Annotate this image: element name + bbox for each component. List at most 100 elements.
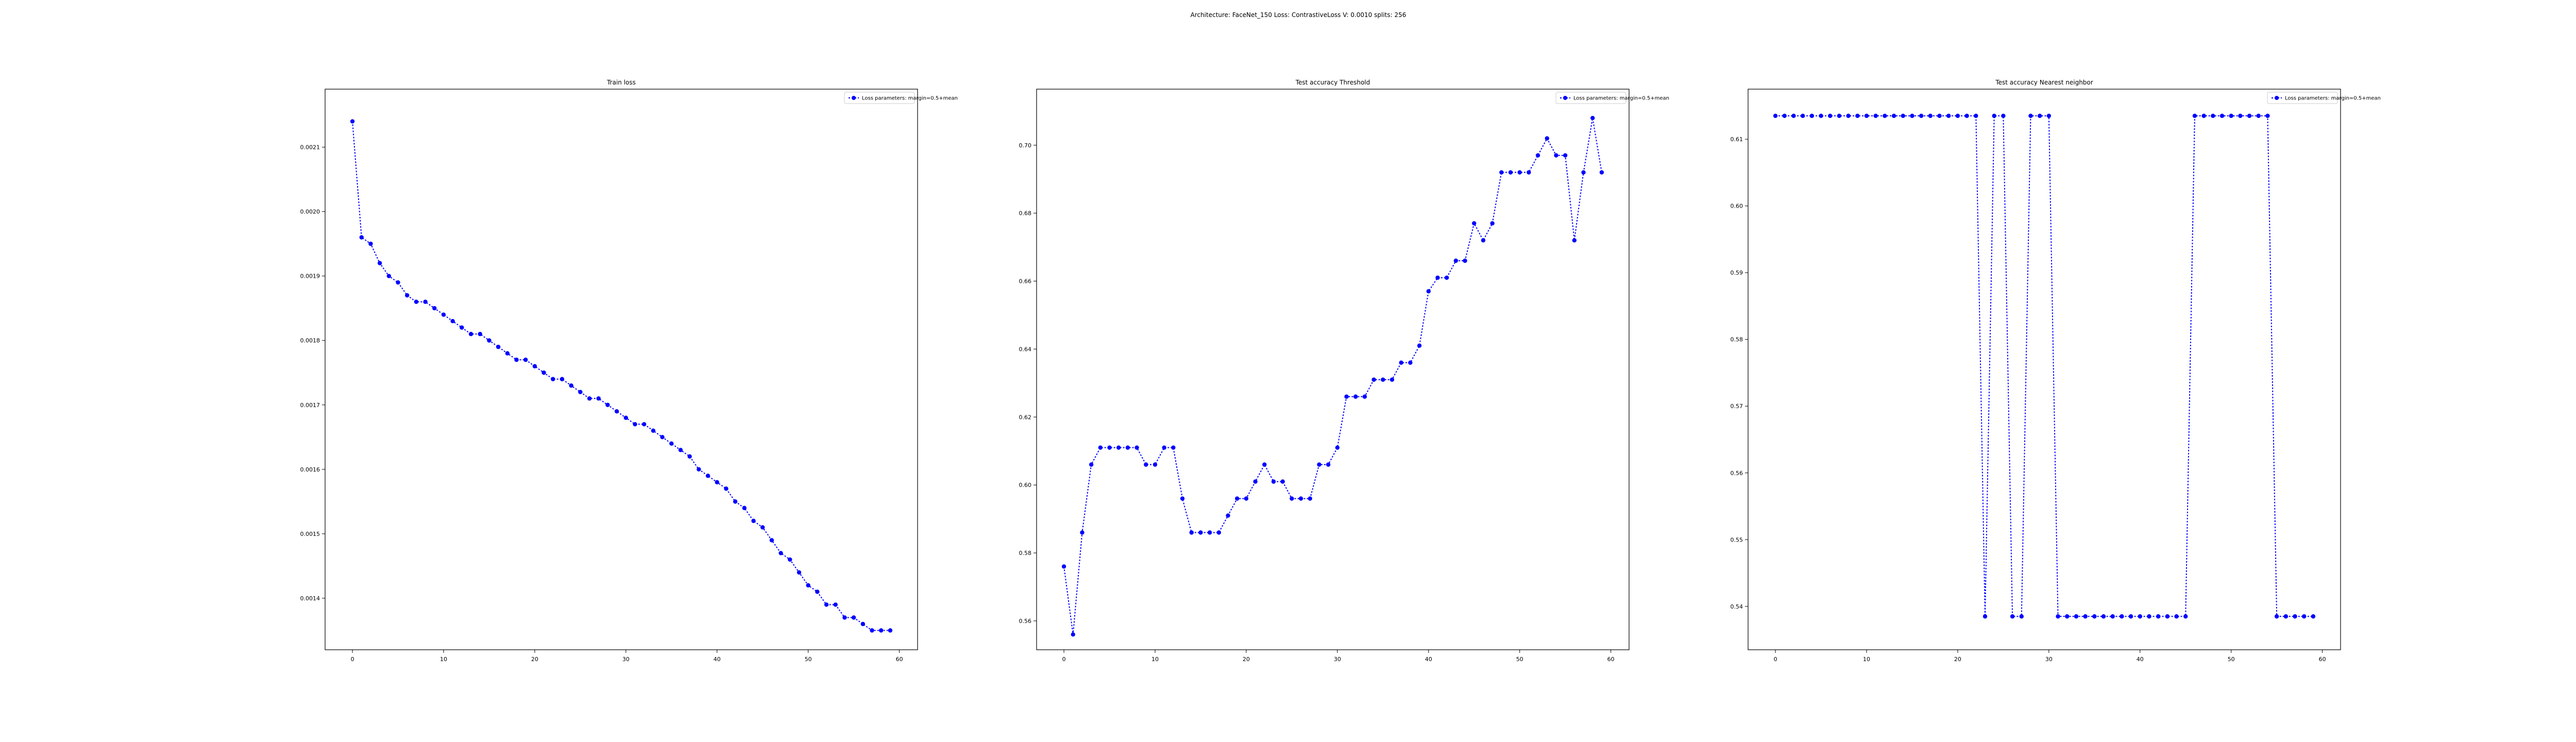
data-point [1590,115,1595,121]
series-line [1775,115,2313,617]
data-point [2229,113,2233,119]
data-point [2293,614,2297,619]
data-point [1399,360,1403,365]
data-point [660,435,665,440]
data-point [2302,614,2307,619]
x-tick-label: 50 [805,656,812,663]
legend-label: Loss parameters: margin=0.5+mean [862,96,958,102]
data-point [2238,113,2243,119]
data-point [1453,258,1459,263]
data-point [769,538,774,543]
data-point [705,474,710,478]
data-point [551,377,555,381]
x-tick-label: 50 [2228,656,2235,663]
data-point [1435,275,1440,280]
data-point [1864,113,1869,119]
data-point [633,422,637,427]
data-point [1417,343,1422,348]
data-point [1335,445,1340,450]
data-point [2019,614,2024,619]
data-point [441,312,446,317]
legend-box [1555,92,1626,104]
data-point [450,319,455,324]
x-tick-label: 10 [1863,656,1870,663]
y-tick-label: 0.55 [1731,536,1743,543]
data-point [1144,462,1148,467]
data-point [1116,445,1121,450]
y-tick-label: 0.66 [1019,278,1032,285]
data-point [824,602,829,607]
chart-title: Test accuracy Nearest neighbor [1995,79,2093,86]
x-tick-label: 60 [896,656,903,663]
data-point [1071,632,1075,637]
data-point [2265,113,2270,119]
data-point [778,551,783,555]
data-point [2001,113,2006,119]
data-point [2256,113,2261,119]
data-point [623,415,629,420]
legend-marker [2275,96,2279,100]
data-point [1107,445,1112,450]
data-point [1554,153,1558,158]
data-point [1946,113,1951,119]
data-point [405,293,410,298]
data-point [1381,377,1385,382]
data-point [1873,113,1878,119]
data-point [1809,113,1815,119]
data-point [1463,258,1467,263]
y-tick-label: 0.70 [1019,142,1032,149]
data-point [1499,170,1504,175]
data-point [478,332,482,336]
data-point [733,499,738,504]
data-point [1153,462,1158,467]
x-tick-label: 40 [714,656,721,663]
data-point [2074,614,2079,619]
data-point [669,441,674,446]
data-point [860,621,866,627]
x-tick-label: 10 [440,656,447,663]
data-point [2046,113,2052,119]
data-point [806,583,810,588]
data-point [1162,445,1166,450]
data-point [2065,614,2070,619]
x-tick-label: 40 [1425,656,1432,663]
data-point [1846,113,1851,119]
data-point [1937,113,1942,119]
data-point [1326,462,1331,467]
data-point [687,454,692,459]
data-point [1964,113,1969,119]
legend-label: Loss parameters: margin=0.5+mean [2285,96,2381,102]
data-point [2138,614,2142,619]
data-point [715,480,719,485]
chart-title: Test accuracy Threshold [1295,79,1370,86]
x-tick-label: 30 [622,656,630,663]
data-point [1226,513,1230,518]
data-point [2028,113,2033,119]
legend-box [2267,92,2338,104]
legend-marker [852,96,856,100]
axes-frame [1036,89,1630,650]
data-point [1317,462,1321,467]
data-point [2201,113,2206,119]
data-point [1408,360,1413,365]
y-tick-label: 0.0019 [300,273,320,280]
data-point [1271,479,1276,484]
y-tick-label: 0.0016 [300,466,320,473]
data-point [386,274,392,278]
data-point [651,428,656,433]
data-point [1992,113,1996,119]
data-point [1353,394,1358,399]
data-point [2147,614,2151,619]
data-point [2110,614,2115,619]
data-point [359,235,364,240]
data-point [1171,445,1176,450]
legend: Loss parameters: margin=0.5+mean [844,92,958,104]
data-point [1298,496,1303,501]
data-point [724,486,728,491]
data-point [2092,614,2097,619]
data-point [2211,113,2215,119]
y-tick-label: 0.56 [1731,470,1743,477]
y-tick-label: 0.62 [1019,414,1032,420]
data-point [377,261,382,265]
chart-title: Train loss [606,79,636,86]
